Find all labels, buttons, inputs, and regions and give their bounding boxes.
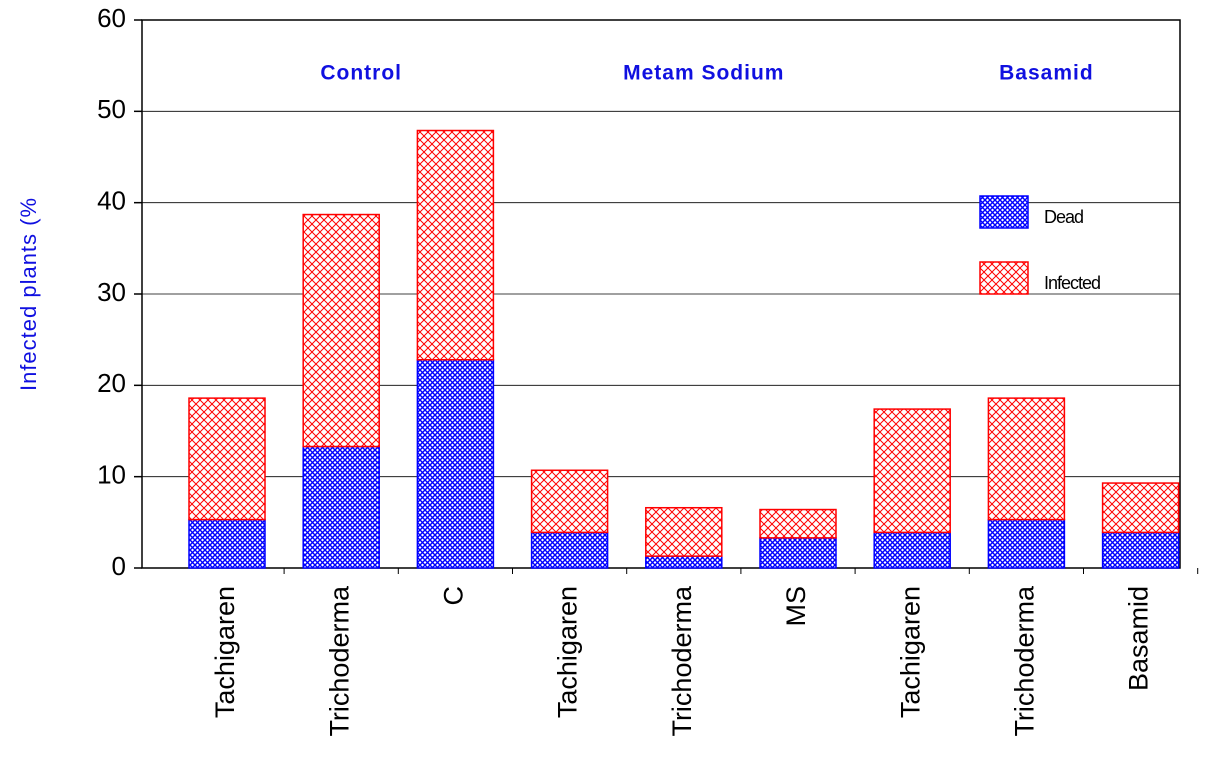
bar-segment — [987, 397, 1066, 521]
group-label: Metam Sodium — [623, 62, 784, 85]
y-tick-label: 50 — [97, 94, 126, 124]
bar-segment — [188, 518, 266, 569]
bar-segment — [416, 359, 495, 569]
bar-segment — [645, 555, 723, 569]
legend-swatch — [979, 195, 1029, 229]
x-tick-label: Trichoderma — [324, 585, 354, 737]
bar-segment — [645, 506, 723, 557]
bar-segment — [530, 469, 609, 534]
x-tick-label: Tachigaren — [553, 586, 583, 718]
y-axis-label: Infected plants (% — [16, 197, 41, 391]
bar-segment — [188, 397, 266, 521]
x-tick-label: Trichoderma — [667, 585, 697, 737]
bar-segment — [302, 213, 380, 448]
bar-segment — [1101, 482, 1180, 534]
y-tick-label: 60 — [97, 3, 126, 33]
x-tick-label: Tachigaren — [895, 586, 925, 718]
legend-label: Infected — [1044, 273, 1100, 293]
bar-segment — [530, 531, 609, 569]
group-label: Control — [320, 62, 402, 85]
y-tick-label: 20 — [97, 368, 126, 398]
bar-segment — [759, 508, 837, 539]
x-tick-label: Tachigaren — [210, 586, 240, 718]
x-tick-label: MS — [781, 586, 811, 627]
x-tick-label: C — [439, 586, 469, 606]
bar-segment — [416, 129, 495, 361]
bar-segment — [873, 531, 951, 569]
x-tick-label: Basamid — [1124, 586, 1154, 691]
bar-segment — [1101, 531, 1180, 569]
bar-segment — [302, 445, 380, 569]
y-tick-label: 10 — [97, 460, 126, 490]
legend-swatch — [979, 261, 1029, 295]
y-tick-label: 0 — [112, 551, 126, 581]
group-label: Basamid — [999, 62, 1094, 85]
x-tick-label: Trichoderma — [1010, 585, 1040, 737]
y-tick-label: 30 — [97, 277, 126, 307]
bar-segment — [759, 537, 837, 569]
legend-label: Dead — [1044, 207, 1083, 227]
bar-segment — [987, 518, 1066, 569]
bar-segment — [873, 408, 951, 534]
y-tick-label: 40 — [97, 186, 126, 216]
